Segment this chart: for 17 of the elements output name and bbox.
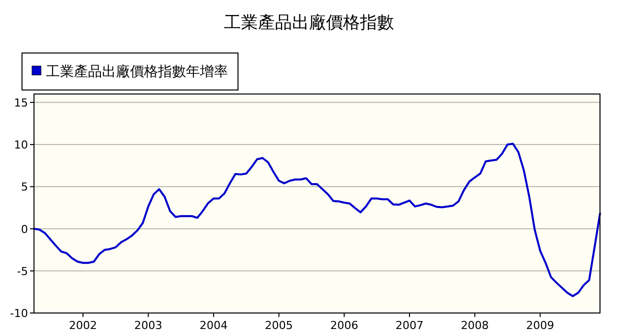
x-tick-label: 2003 <box>134 319 162 332</box>
y-tick-label: -5 <box>17 264 28 278</box>
x-tick-label: 2009 <box>526 319 554 332</box>
y-tick-label: 15 <box>14 96 28 110</box>
x-tick-label: 2004 <box>200 319 228 332</box>
y-tick-label: 0 <box>21 222 28 236</box>
y-tick-label: 10 <box>14 138 28 152</box>
x-tick-label: 2002 <box>68 319 97 332</box>
y-tick-label: 5 <box>21 180 28 194</box>
x-tick-label: 2007 <box>396 319 424 332</box>
x-tick-label: 2008 <box>460 319 489 332</box>
x-tick-label: 2006 <box>330 319 358 332</box>
y-tick-label: -10 <box>10 307 28 320</box>
x-tick-label: 2005 <box>264 319 293 332</box>
chart-title: 工業產品出廠價格指數 <box>224 13 394 33</box>
line-series <box>33 142 601 298</box>
legend-label: 工業產品出廠價格指數年增率 <box>46 64 228 80</box>
